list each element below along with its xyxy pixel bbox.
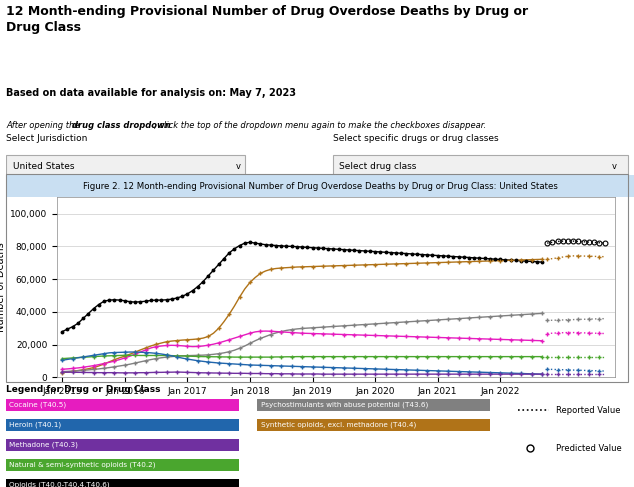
Text: Based on data available for analysis on: May 7, 2023: Based on data available for analysis on:… bbox=[6, 88, 296, 98]
Text: United States: United States bbox=[13, 162, 74, 171]
Text: Cocaine (T40.5): Cocaine (T40.5) bbox=[10, 402, 67, 409]
Y-axis label: Number of Deaths: Number of Deaths bbox=[0, 243, 6, 332]
FancyBboxPatch shape bbox=[333, 155, 628, 178]
Text: Psychostimulants with abuse potential (T43.6): Psychostimulants with abuse potential (T… bbox=[261, 402, 428, 409]
Text: Legend for Drug or Drug Class: Legend for Drug or Drug Class bbox=[6, 385, 161, 393]
FancyBboxPatch shape bbox=[6, 439, 238, 451]
FancyBboxPatch shape bbox=[6, 399, 238, 411]
FancyBboxPatch shape bbox=[6, 175, 634, 197]
Text: Synthetic opioids, excl. methadone (T40.4): Synthetic opioids, excl. methadone (T40.… bbox=[261, 422, 416, 429]
Text: Select specific drugs or drug classes: Select specific drugs or drug classes bbox=[333, 134, 498, 143]
FancyBboxPatch shape bbox=[6, 155, 245, 178]
Text: After opening the: After opening the bbox=[6, 121, 82, 130]
FancyBboxPatch shape bbox=[6, 459, 238, 471]
Text: Heroin (T40.1): Heroin (T40.1) bbox=[10, 422, 61, 429]
Text: Opioids (T40.0-T40.4,T40.6): Opioids (T40.0-T40.4,T40.6) bbox=[10, 482, 110, 487]
Text: Natural & semi-synthetic opioids (T40.2): Natural & semi-synthetic opioids (T40.2) bbox=[10, 462, 156, 468]
X-axis label: 12-Month Ending Period: 12-Month Ending Period bbox=[278, 400, 394, 411]
Text: v: v bbox=[612, 162, 617, 171]
FancyBboxPatch shape bbox=[257, 419, 489, 431]
Text: Predicted Value: Predicted Value bbox=[555, 444, 621, 452]
Text: v: v bbox=[235, 162, 240, 171]
FancyBboxPatch shape bbox=[6, 479, 238, 487]
Text: , click the top of the dropdown menu again to make the checkboxes disappear.: , click the top of the dropdown menu aga… bbox=[155, 121, 486, 130]
Text: Reported Value: Reported Value bbox=[555, 406, 620, 415]
Text: Select drug class: Select drug class bbox=[339, 162, 417, 171]
FancyBboxPatch shape bbox=[257, 399, 489, 411]
Text: Figure 2. 12 Month-ending Provisional Number of Drug Overdose Deaths by Drug or : Figure 2. 12 Month-ending Provisional Nu… bbox=[82, 182, 558, 191]
Text: Methadone (T40.3): Methadone (T40.3) bbox=[10, 442, 79, 449]
FancyBboxPatch shape bbox=[6, 419, 238, 431]
Text: drug class dropdown: drug class dropdown bbox=[72, 121, 171, 130]
Text: 12 Month-ending Provisional Number of Drug Overdose Deaths by Drug or
Drug Class: 12 Month-ending Provisional Number of Dr… bbox=[6, 5, 529, 34]
Text: Select Jurisdiction: Select Jurisdiction bbox=[6, 134, 87, 143]
